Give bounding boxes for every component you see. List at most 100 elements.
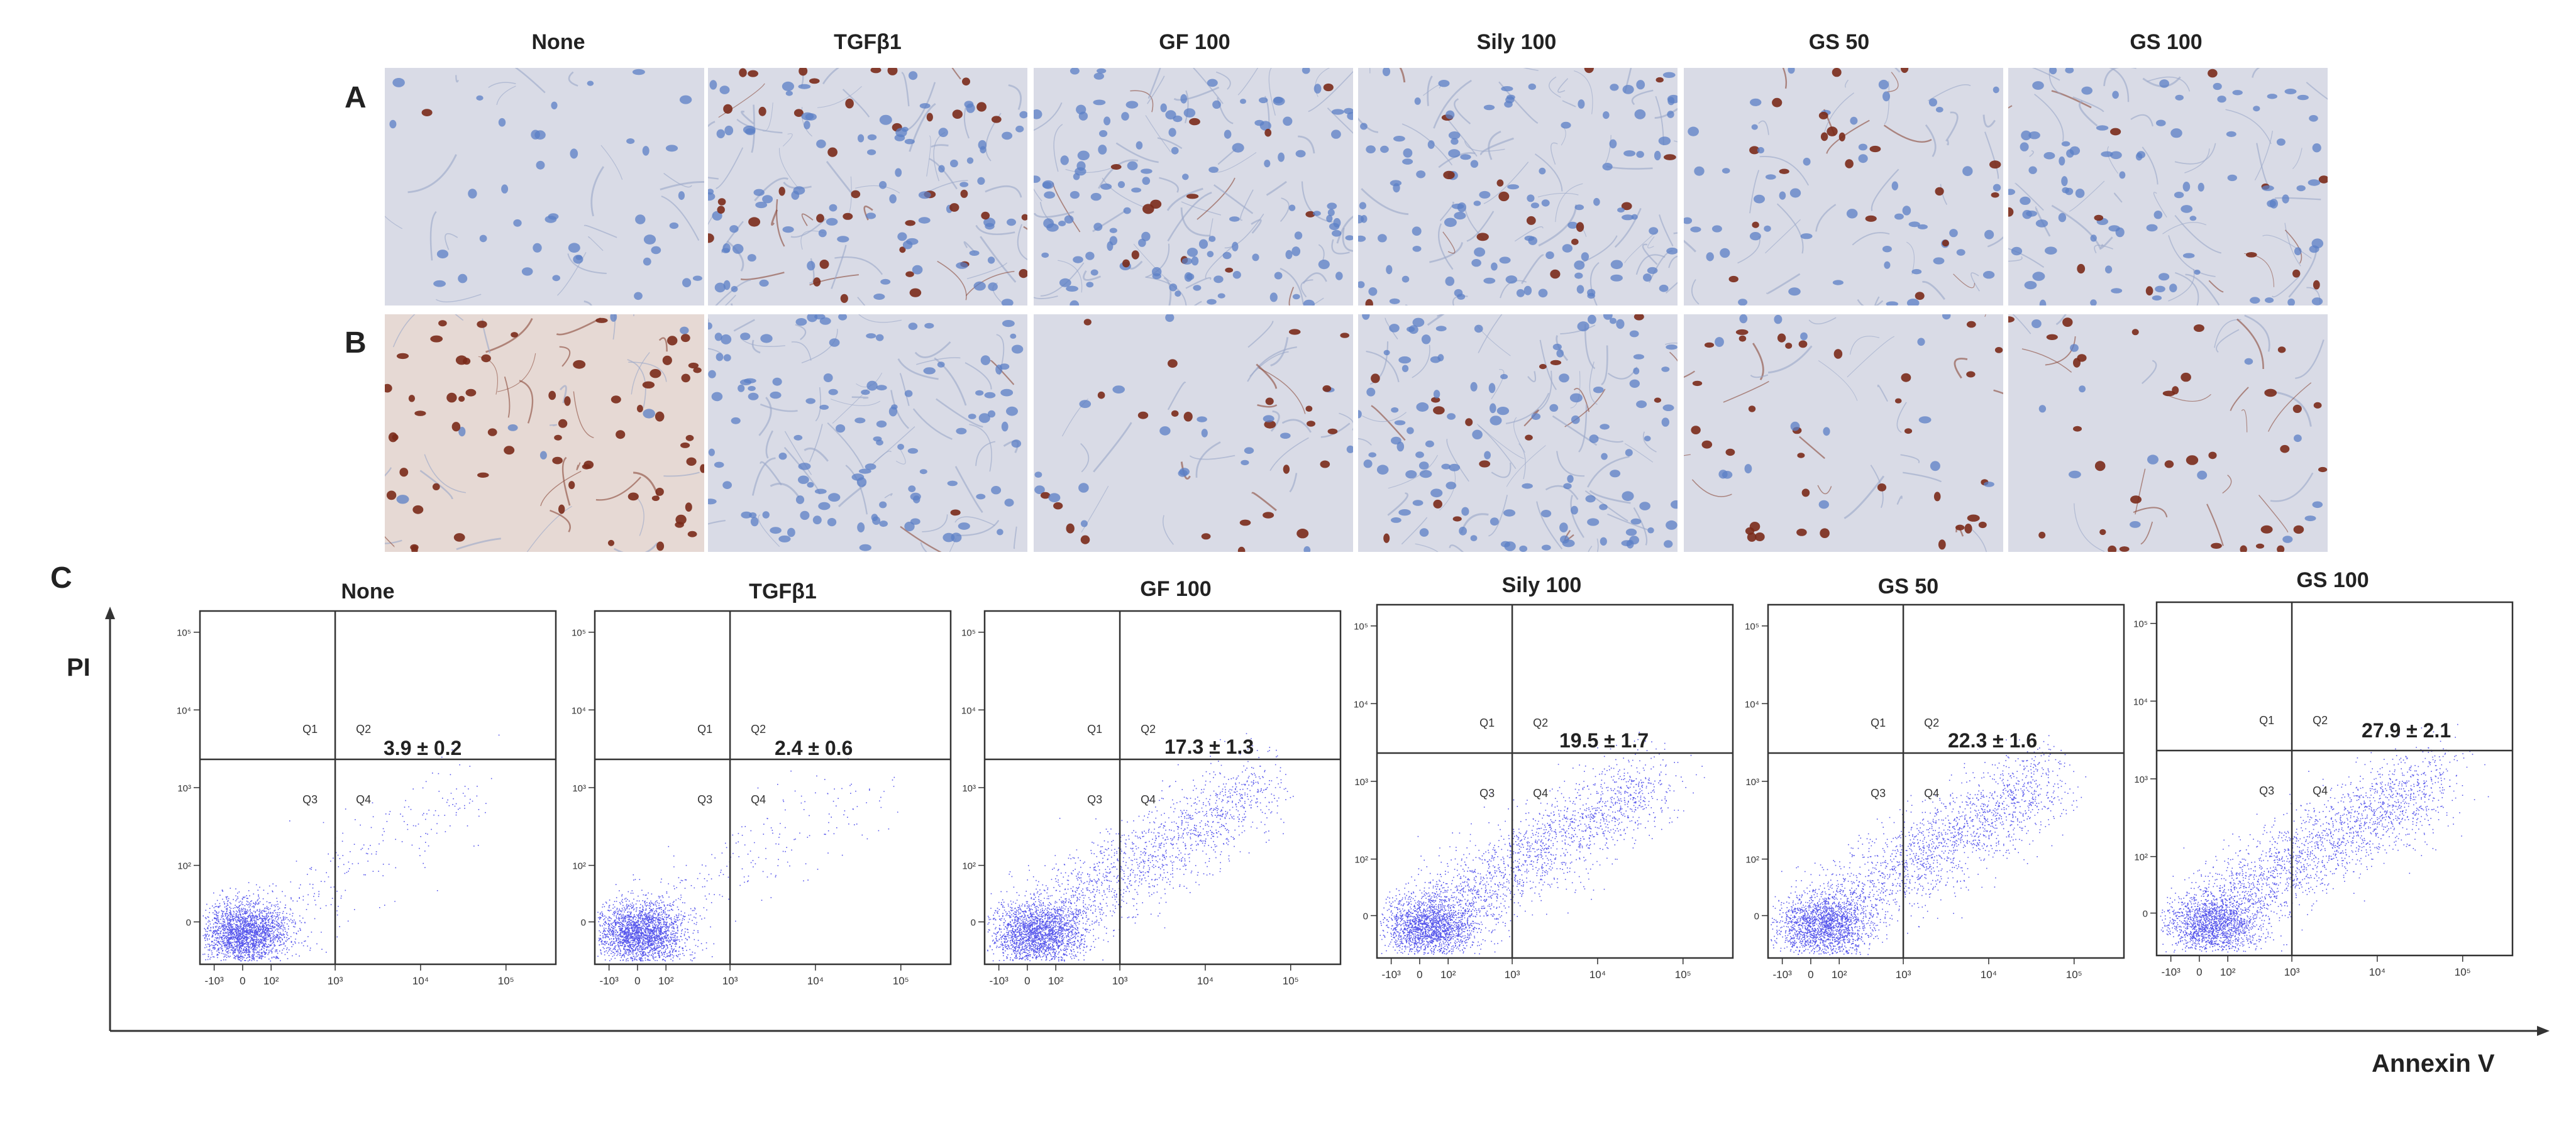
x-tick-label: 10³ [2284, 966, 2300, 978]
y-tick-label: 10³ [962, 783, 976, 794]
plot-frame [594, 610, 952, 966]
flow-title-tgfb1: TGFβ1 [749, 580, 817, 603]
scatter-points [597, 743, 898, 962]
flow-title-none: None [341, 580, 395, 603]
scatter-points [1771, 735, 2087, 955]
y-tick-label: 10³ [1745, 777, 1759, 788]
scatter-points [2160, 724, 2489, 953]
quadrant-label-q3: Q3 [302, 793, 318, 806]
y-tick-label: 10⁵ [572, 628, 586, 639]
x-tick-label: 10³ [722, 975, 738, 987]
x-tick-label: 10⁴ [1589, 969, 1606, 981]
y-tick-label: 10⁴ [1745, 699, 1759, 710]
flow-title-gs100: GS 100 [2296, 568, 2369, 592]
micrograph-b-gs100 [2008, 314, 2328, 552]
q2-value-tgfb1: 2.4 ± 0.6 [775, 737, 853, 759]
x-tick-label: 0 [2196, 966, 2202, 978]
y-tick-label: 10³ [2134, 774, 2148, 785]
quadrant-label-q4: Q4 [1924, 787, 1939, 800]
x-tick-label: -10³ [600, 975, 619, 987]
x-tick-label: 10⁴ [2369, 966, 2385, 978]
x-tick-label: 10² [658, 975, 674, 987]
x-tick-label: 10² [1440, 969, 1456, 981]
x-tick-label: 0 [1024, 975, 1030, 987]
flow-title-gs50: GS 50 [1877, 575, 1939, 598]
flow-title-gf100: GF 100 [1140, 577, 1212, 601]
scatter-cloud [987, 733, 1294, 962]
plot-frame [2155, 601, 2514, 957]
quadrant-label-q2: Q2 [356, 723, 371, 735]
micrograph-a-sily100 [1358, 68, 1678, 306]
y-axis-arrow [105, 607, 115, 619]
x-tick-label: 10⁴ [1197, 975, 1213, 987]
x-tick-label: 10⁵ [2455, 966, 2471, 978]
y-tick-label: 10³ [572, 783, 586, 794]
x-tick-label: 10⁴ [807, 975, 824, 987]
flow-panel-none: Q1 Q2 Q3 Q4 -10³ 0 10² 10³ 10⁴ 10⁵ 0 10² 10³ 10⁴ 10⁵ [177, 610, 557, 987]
quadrant-label-q2: Q2 [1924, 717, 1939, 729]
x-tick-label: -10³ [1773, 969, 1793, 981]
column-title-tgfb1: TGFβ1 [834, 30, 902, 54]
x-tick-label: -10³ [1382, 969, 1401, 981]
micrograph-a-tgfb1 [708, 68, 1027, 306]
plot-frame [983, 610, 1342, 966]
y-tick-label: 0 [971, 918, 976, 928]
micrograph-b-gs50 [1684, 314, 2003, 552]
plot-frame [1767, 603, 2125, 959]
panel-c-label: C [50, 561, 72, 595]
y-tick-label: 10² [962, 861, 976, 872]
column-title-gs100: GS 100 [2130, 30, 2203, 54]
y-tick-label: 10² [572, 861, 586, 872]
quadrant-label-q3: Q3 [1479, 787, 1495, 800]
scatter-cloud [2160, 724, 2489, 953]
x-tick-label: 10⁵ [498, 975, 514, 987]
x-tick-label: 0 [1808, 969, 1813, 981]
x-tick-label: 10² [1048, 975, 1064, 987]
y-tick-label: 10⁴ [572, 705, 586, 716]
x-tick-label: 10⁵ [1283, 975, 1299, 987]
quadrant-label-q2: Q2 [2313, 714, 2328, 727]
y-tick-label: 0 [1363, 911, 1368, 922]
x-tick-label: 0 [240, 975, 245, 987]
column-title-sily100: Sily 100 [1476, 30, 1557, 54]
q2-value-none: 3.9 ± 0.2 [384, 737, 462, 759]
x-tick-label: 10⁵ [2066, 969, 2082, 981]
panel-b-label: B [345, 326, 367, 360]
quadrant-label-q3: Q3 [697, 793, 712, 806]
scatter-points [202, 734, 500, 962]
column-title-none: None [531, 30, 585, 54]
scatter-cloud [597, 743, 898, 962]
quadrant-label-q1: Q1 [2259, 714, 2274, 727]
q2-value-sily100: 19.5 ± 1.7 [1559, 729, 1649, 752]
quadrant-label-q4: Q4 [2313, 784, 2328, 797]
y-tick-label: 10⁴ [1354, 699, 1368, 710]
y-tick-label: 10⁵ [961, 628, 976, 639]
micrograph-b-tgfb1 [708, 314, 1027, 552]
micrograph-a-gs50 [1684, 68, 2003, 306]
y-tick-label: 10⁴ [961, 705, 976, 716]
y-tick-label: 10⁵ [177, 628, 191, 639]
quadrant-label-q1: Q1 [1871, 717, 1886, 729]
x-tick-label: 10³ [1505, 969, 1520, 981]
micrograph-b-gf100 [1034, 314, 1353, 552]
x-tick-label: 0 [634, 975, 640, 987]
quadrant-label-q3: Q3 [1871, 787, 1886, 800]
scatter-cloud [202, 734, 500, 962]
flow-panel-sily100: Q1 Q2 Q3 Q4 -10³ 0 10² 10³ 10⁴ 10⁵ 0 10² 10³ 10⁴ 10⁵ [1354, 603, 1734, 981]
x-tick-label: 10³ [328, 975, 343, 987]
column-title-gs50: GS 50 [1808, 30, 1870, 54]
x-tick-label: 10² [1832, 969, 1847, 981]
flow-panel-gs100: Q1 Q2 Q3 Q4 -10³ 0 10² 10³ 10⁴ 10⁵ 0 10² 10³ 10⁴ 10⁵ [2133, 601, 2514, 978]
x-tick-label: 10² [2220, 966, 2236, 978]
plot-frame [1376, 603, 1734, 959]
scatter-points [1379, 732, 1705, 955]
scatter-cloud [1771, 735, 2087, 955]
y-tick-label: 10² [2134, 852, 2148, 863]
y-axis-title: PI [67, 654, 91, 681]
scatter-points [987, 733, 1294, 962]
quadrant-label-q1: Q1 [1479, 717, 1495, 729]
micrograph-b-sily100 [1358, 314, 1678, 552]
quadrant-label-q4: Q4 [1141, 793, 1156, 806]
quadrant-label-q4: Q4 [1533, 787, 1548, 800]
